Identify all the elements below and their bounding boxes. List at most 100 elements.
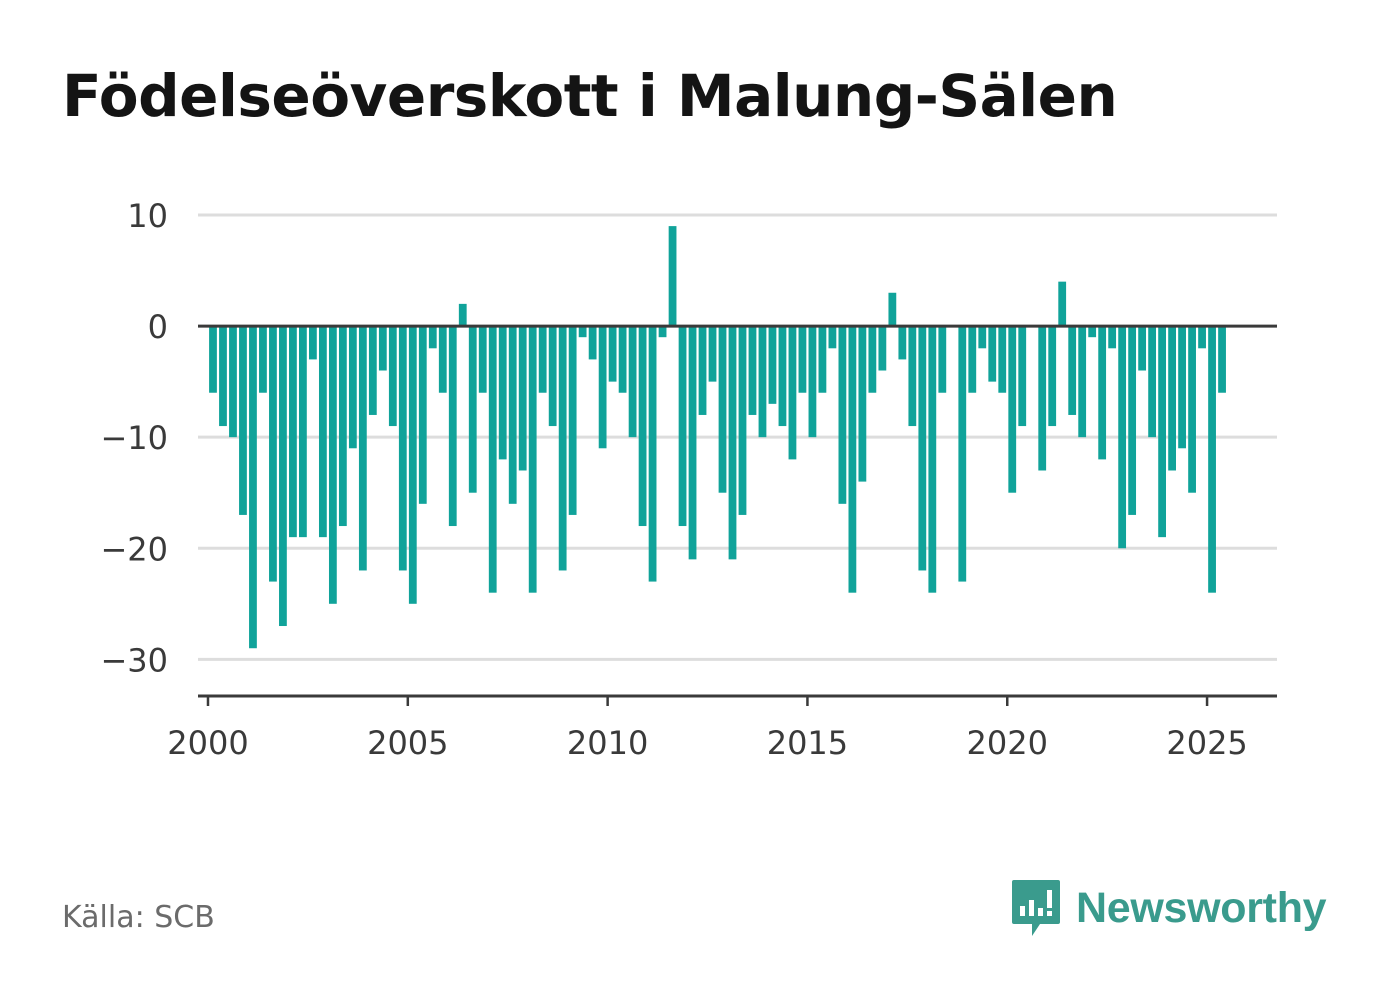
bar — [818, 326, 827, 393]
bar — [1198, 326, 1206, 349]
bar — [938, 326, 947, 393]
bar — [378, 326, 387, 371]
bar — [1068, 326, 1077, 415]
bar — [678, 326, 687, 527]
bar — [1218, 326, 1226, 393]
bar — [858, 326, 867, 482]
bar — [249, 326, 257, 649]
bar — [848, 326, 857, 593]
bar — [259, 326, 267, 393]
bar — [1138, 326, 1147, 371]
y-tick-label: 10 — [127, 197, 168, 235]
gridlines — [198, 213, 1277, 661]
bar — [1168, 326, 1176, 471]
chart-title: Födelseöverskott i Malung-Sälen — [62, 62, 1118, 130]
bar — [758, 326, 767, 438]
y-tick-label: −30 — [100, 641, 168, 679]
source-label: Källa: SCB — [62, 900, 215, 935]
bar — [1048, 326, 1057, 427]
bar — [1128, 326, 1137, 515]
x-tick-label: 2025 — [1166, 724, 1247, 762]
bar — [518, 326, 527, 471]
bar — [219, 326, 227, 427]
bar — [239, 326, 247, 515]
bar — [528, 326, 537, 593]
bar — [1008, 326, 1017, 493]
bar — [328, 326, 337, 604]
bar — [918, 326, 927, 571]
bar — [299, 326, 307, 538]
bar — [548, 326, 557, 427]
bar — [1018, 326, 1027, 427]
bar — [728, 326, 737, 560]
y-tick-label: 0 — [148, 308, 168, 346]
bar — [688, 326, 697, 560]
bar — [788, 326, 797, 460]
bar — [388, 326, 397, 427]
y-tick-label: −10 — [100, 419, 168, 457]
bar — [1208, 326, 1216, 593]
x-tick-labels: 2000 2005 2010 2015 2020 2025 — [167, 724, 1248, 762]
bar — [738, 326, 747, 515]
bar — [289, 326, 297, 538]
bar — [538, 326, 547, 393]
bar — [358, 326, 367, 571]
bar — [958, 326, 967, 582]
x-tick-label: 2005 — [367, 724, 448, 762]
bar — [1148, 326, 1157, 438]
bar — [978, 326, 987, 349]
brand-logo: Newsworthy — [1010, 878, 1327, 938]
bar — [269, 326, 277, 582]
bar — [768, 326, 777, 404]
bar — [308, 326, 317, 360]
bar — [1058, 281, 1067, 327]
bar — [608, 326, 617, 382]
bar — [718, 326, 727, 493]
bar — [628, 326, 637, 438]
bar — [279, 326, 287, 627]
bar — [698, 326, 707, 415]
x-tick-label: 2015 — [767, 724, 848, 762]
bar — [988, 326, 997, 382]
y-tick-labels: 10 0 −10 −20 −30 — [100, 197, 168, 679]
bar — [1098, 326, 1107, 460]
bar — [838, 326, 847, 504]
x-tick-label: 2010 — [567, 724, 648, 762]
bar — [209, 326, 217, 393]
bar — [928, 326, 937, 593]
bar — [1088, 326, 1097, 338]
bar — [508, 326, 517, 504]
bar — [648, 326, 657, 582]
bar — [868, 326, 877, 393]
bar — [1108, 326, 1117, 349]
bar — [318, 326, 327, 538]
bar — [908, 326, 917, 427]
bar — [708, 326, 717, 382]
bar — [398, 326, 407, 571]
bar — [458, 303, 467, 327]
bar — [1158, 326, 1167, 538]
bar — [808, 326, 817, 438]
bar — [1118, 326, 1127, 549]
bars — [209, 226, 1226, 649]
bar — [968, 326, 977, 393]
newsworthy-logo-icon — [1012, 880, 1060, 936]
bar — [898, 326, 907, 360]
bar — [1188, 326, 1196, 493]
bar — [558, 326, 567, 571]
bar — [498, 326, 507, 460]
bar — [488, 326, 497, 593]
bar — [478, 326, 487, 393]
bar — [888, 292, 897, 327]
bar — [588, 326, 597, 360]
bar — [418, 326, 427, 504]
bar — [998, 326, 1007, 393]
brand-name: Newsworthy — [1076, 883, 1327, 932]
bar — [878, 326, 887, 371]
bar — [1038, 326, 1047, 471]
bar — [408, 326, 417, 604]
bar — [578, 326, 587, 338]
x-tick-label: 2020 — [967, 724, 1048, 762]
bar — [1178, 326, 1186, 449]
